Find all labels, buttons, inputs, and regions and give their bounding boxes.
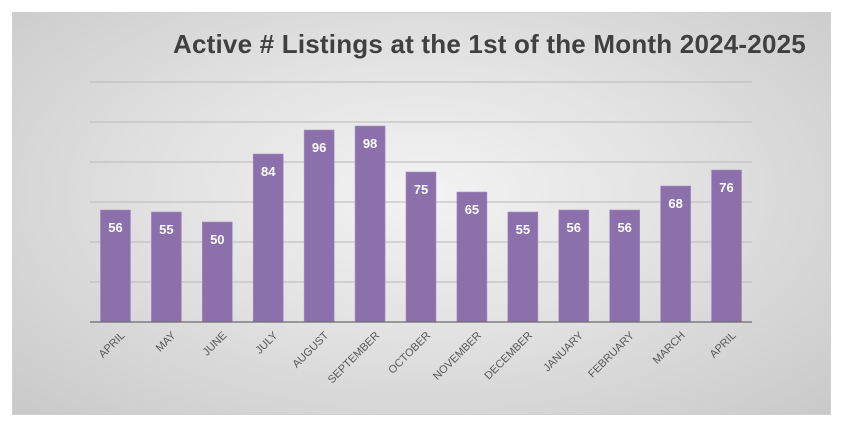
data-label: 55 [159, 222, 173, 237]
bar [507, 211, 539, 323]
x-tick-label: SEPTEMBER [326, 330, 383, 387]
x-tick-label: NOVEMBER [431, 330, 484, 383]
data-label: 76 [719, 180, 733, 195]
bar [711, 169, 742, 323]
bar [354, 125, 386, 323]
data-label: 75 [414, 182, 428, 197]
x-tick-label: OCTOBER [386, 330, 433, 377]
data-label: 56 [567, 220, 581, 235]
x-tick-label: MARCH [651, 330, 688, 367]
data-label: 65 [465, 202, 479, 217]
data-label: 50 [210, 232, 224, 247]
chart-title: Active # Listings at the 1st of the Mont… [173, 29, 806, 59]
x-tick-label: DECEMBER [482, 330, 535, 383]
data-label: 84 [261, 164, 276, 179]
data-label: 96 [312, 140, 326, 155]
x-tick-label: AUGUST [290, 329, 331, 370]
chart-frame: Active # Listings at the 1st of the Mont… [12, 12, 831, 415]
bar [609, 209, 640, 323]
x-tick-label: JULY [253, 329, 280, 356]
x-tick-label: APRIL [708, 330, 739, 361]
x-tick-label: JUNE [201, 330, 230, 359]
data-label: 56 [108, 220, 122, 235]
bar [660, 185, 691, 323]
data-label: 55 [516, 222, 530, 237]
data-label: 68 [668, 196, 682, 211]
data-label: 98 [363, 136, 377, 151]
x-tick-label: FEBRUARY [586, 329, 637, 380]
bar [558, 209, 590, 323]
x-tick-label: APRIL [97, 330, 128, 361]
bar [303, 129, 335, 323]
bar [456, 191, 488, 323]
bar [252, 153, 284, 323]
x-tick-label: JANUARY [541, 329, 586, 374]
data-label: 56 [617, 220, 631, 235]
x-tick-label: MAY [154, 329, 179, 354]
